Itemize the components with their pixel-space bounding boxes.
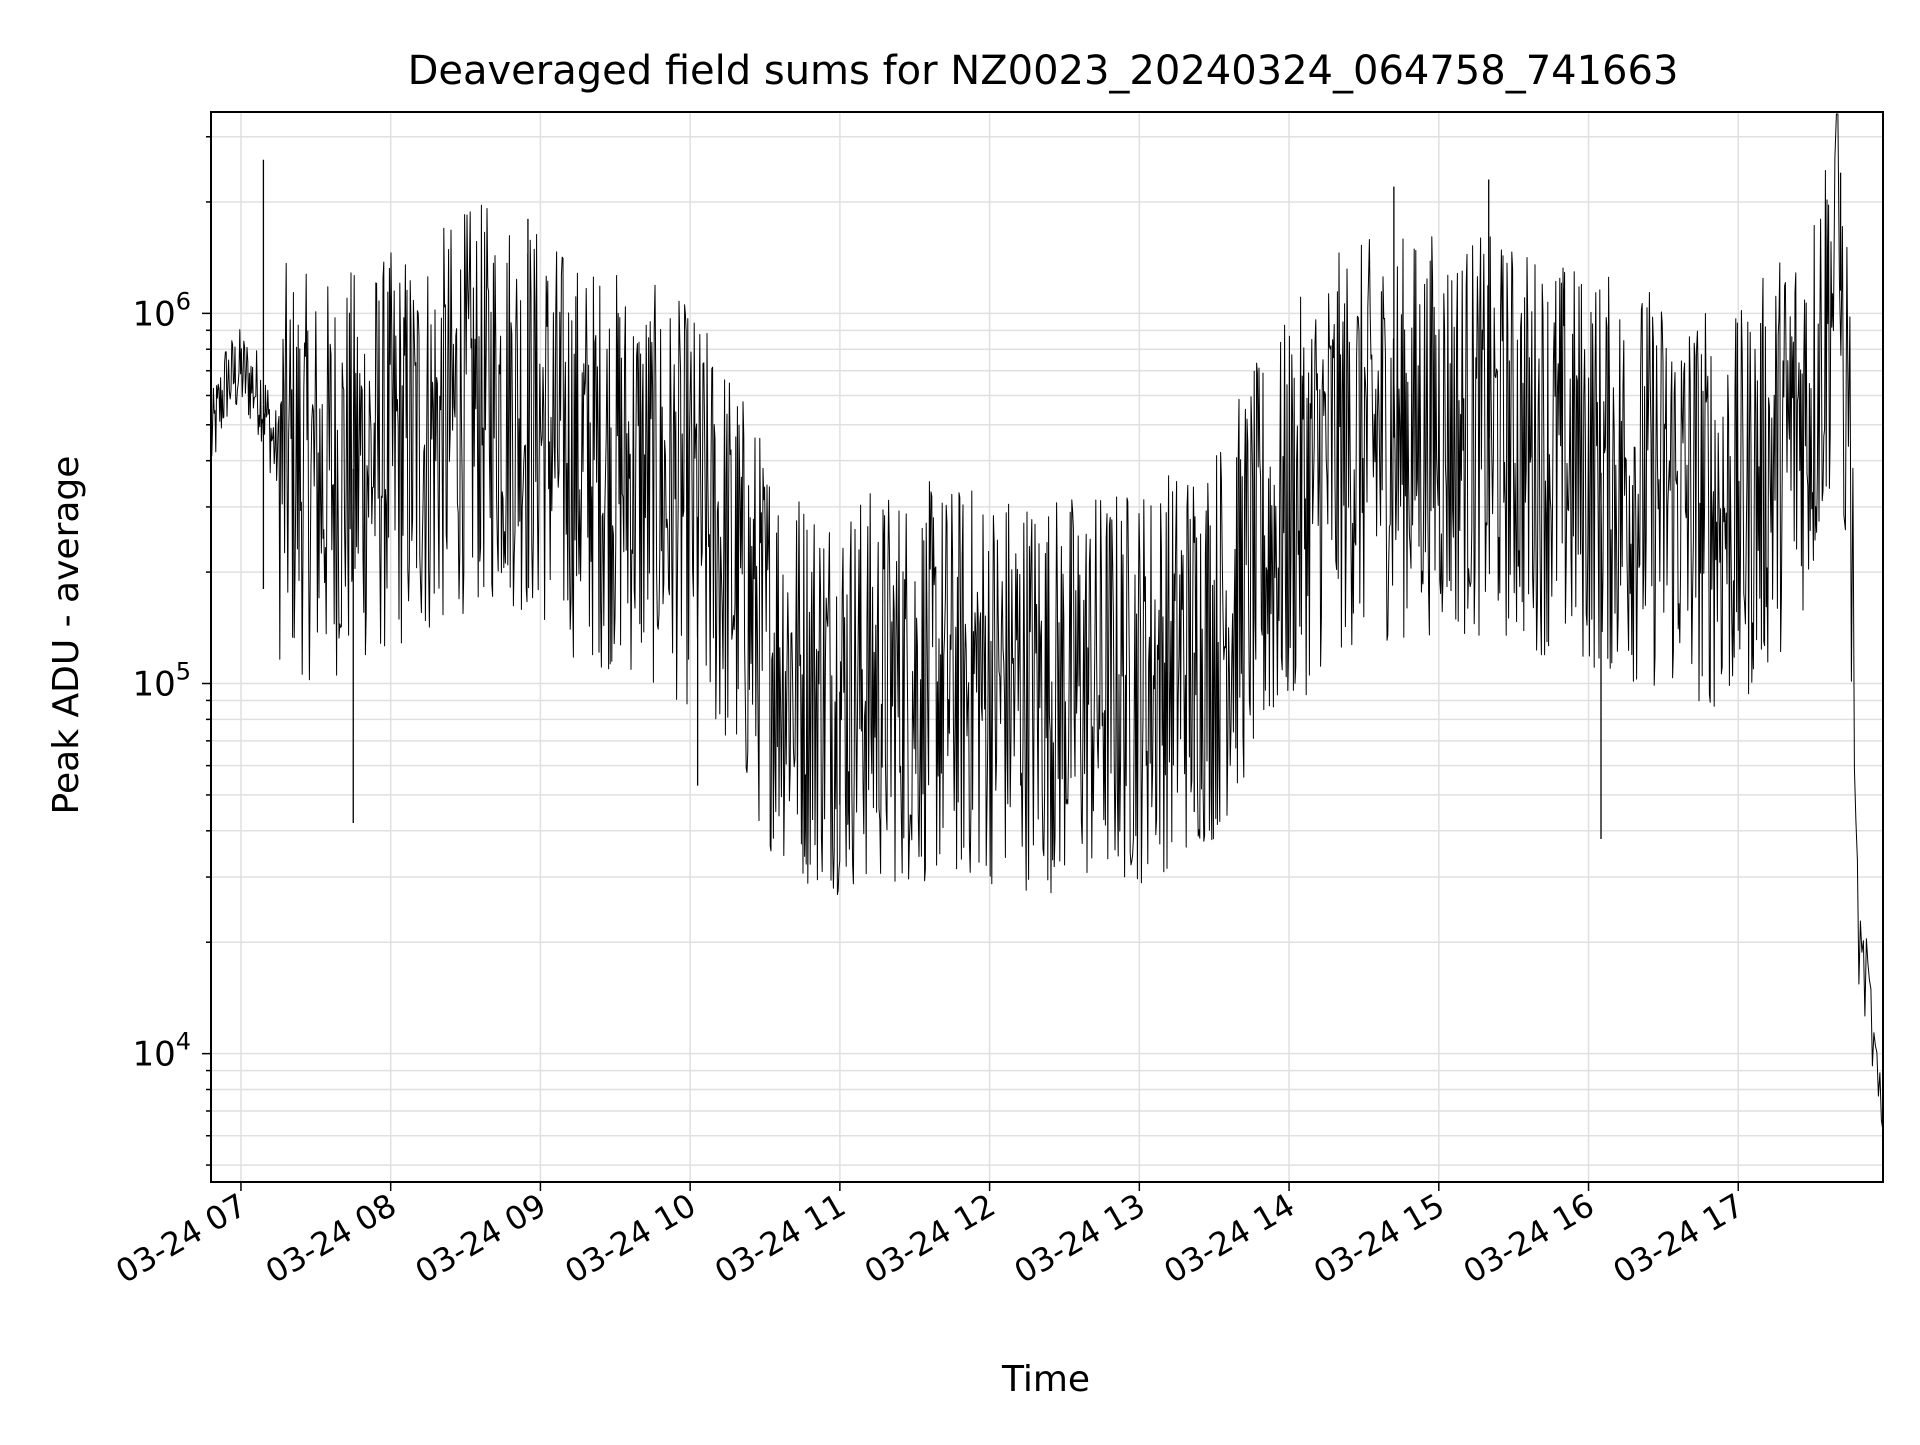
grid-layer xyxy=(211,112,1883,1182)
y-tick-exponent: 5 xyxy=(176,658,191,686)
plot-frame xyxy=(210,111,1884,1183)
chart-title: Deaveraged field sums for NZ0023_2024032… xyxy=(408,48,1679,94)
y-axis-label: Peak ADU - average xyxy=(46,456,87,815)
y-tick-label: 106 xyxy=(132,287,191,334)
series-layer xyxy=(210,113,1884,1131)
y-tick-base: 10 xyxy=(132,294,175,334)
series-line xyxy=(210,113,1884,1131)
y-tick-exponent: 6 xyxy=(176,287,191,315)
y-tick-label: 105 xyxy=(132,658,191,705)
x-axis-label: Time xyxy=(1001,1359,1090,1400)
y-tick-base: 10 xyxy=(132,665,175,705)
y-tick-base: 10 xyxy=(132,1035,175,1075)
y-tick-label: 104 xyxy=(132,1028,191,1075)
y-tick-exponent: 4 xyxy=(176,1028,191,1056)
